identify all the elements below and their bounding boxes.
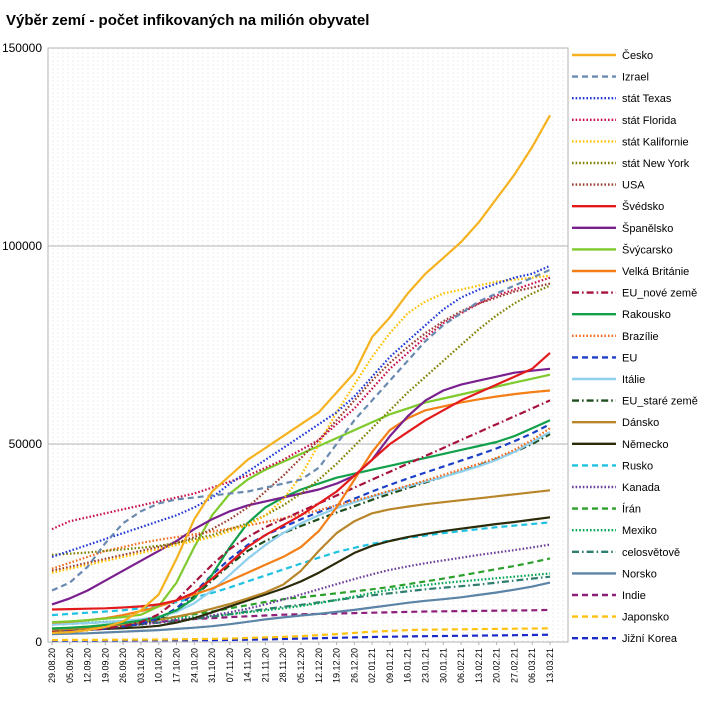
legend: Česko Izrael stát Texas stát Florida stát Ka…	[569, 44, 705, 653]
x-tick-label: 28.11.20	[278, 648, 288, 682]
series-line	[51, 419, 551, 630]
legend-label: stát Kalifornie	[622, 136, 689, 148]
x-tick-label: 13.03.21	[545, 648, 555, 683]
legend-label: Švédsko	[622, 200, 664, 213]
series-line	[51, 389, 551, 624]
x-tick-label: 31.10.20	[207, 648, 217, 683]
legend-label: Jižní Korea	[622, 633, 678, 645]
x-tick-label: 03.10.20	[136, 648, 146, 683]
x-tick-label: 13.02.21	[474, 648, 484, 683]
x-tick-label: 05.09.20	[65, 648, 75, 683]
x-tick-label: 06.03.21	[527, 648, 537, 683]
legend-label: Rakousko	[622, 309, 671, 321]
legend-label: EU	[622, 352, 637, 364]
series-layer	[51, 114, 551, 642]
x-tick-label: 10.10.20	[154, 648, 164, 683]
legend-label: stát Florida	[622, 115, 677, 127]
legend-label: Írán	[622, 503, 641, 516]
x-tick-label: 16.01.21	[403, 648, 413, 683]
series-line	[51, 431, 551, 626]
legend-label: Izrael	[622, 72, 649, 84]
x-tick-label: 30.01.21	[438, 648, 448, 683]
legend-label: Brazílie	[622, 331, 659, 343]
series-line	[51, 427, 551, 570]
y-tick-label: 50000	[9, 437, 43, 451]
legend-label: USA	[622, 180, 645, 192]
legend-label: EU_staré země	[622, 396, 698, 408]
legend-label: stát New York	[622, 158, 690, 170]
legend-label: Rusko	[622, 460, 653, 472]
y-tick-label: 0	[35, 635, 42, 649]
legend-label: Norsko	[622, 568, 657, 580]
axes: 0 50000 100000 150000 29.08.20 05.09.20 12.09.…	[2, 41, 555, 683]
x-tick-label: 29.08.20	[47, 648, 57, 683]
series-line	[51, 352, 551, 611]
x-tick-label: 19.12.20	[332, 648, 342, 683]
x-tick-label: 26.09.20	[118, 648, 128, 683]
legend-label: Švýcarsko	[622, 243, 673, 256]
legend-label: Indie	[622, 590, 646, 602]
x-tick-label: 27.02.21	[509, 648, 519, 683]
x-tick-label: 09.01.21	[385, 648, 395, 683]
x-tick-label: 20.02.21	[492, 648, 502, 683]
x-tick-label: 05.12.20	[296, 648, 306, 683]
legend-label: Velká Británie	[622, 266, 689, 278]
x-tick-label: 14.11.20	[243, 648, 253, 682]
series-line	[51, 264, 551, 558]
x-tick-label: 19.09.20	[100, 648, 110, 683]
x-tick-label: 12.12.20	[314, 648, 324, 683]
series-line	[51, 268, 551, 592]
series-line	[51, 516, 551, 632]
series-line	[51, 399, 551, 634]
series-line	[51, 581, 551, 636]
x-tick-label: 17.10.20	[172, 648, 182, 683]
series-line	[51, 373, 551, 624]
legend-label: Dánsko	[622, 417, 659, 429]
legend-box	[569, 44, 705, 653]
legend-label: Itálie	[622, 374, 645, 386]
legend-label: Mexiko	[622, 525, 657, 537]
series-line	[51, 521, 551, 617]
x-tick-label: 02.01.21	[367, 648, 377, 683]
chart-title: Výběr zemí - počet infikovaných na milió…	[6, 12, 369, 29]
y-tick-label: 100000	[2, 239, 42, 253]
legend-label: Kanada	[622, 482, 661, 494]
x-tick-label: 26.12.20	[349, 648, 359, 683]
x-tick-label: 07.11.20	[225, 648, 235, 682]
y-tick-label: 150000	[2, 41, 42, 55]
legend-label: Německo	[622, 439, 668, 451]
x-tick-label: 23.01.21	[421, 648, 431, 683]
x-tick-label: 21.11.20	[260, 648, 270, 682]
legend-label: Japonsko	[622, 612, 669, 624]
legend-label: stát Texas	[622, 93, 672, 105]
series-line	[51, 627, 551, 642]
x-tick-label: 06.02.21	[456, 648, 466, 683]
x-tick-label: 12.09.20	[83, 648, 93, 683]
series-line	[51, 284, 551, 556]
series-line	[51, 114, 551, 634]
legend-label: EU_nové země	[622, 288, 697, 300]
legend-label: celosvětově	[622, 547, 680, 559]
grid	[47, 47, 569, 643]
series-line	[51, 423, 551, 634]
legend-label: Španělsko	[622, 222, 673, 235]
x-tick-label: 24.10.20	[189, 648, 199, 683]
legend-label: Česko	[622, 49, 653, 62]
